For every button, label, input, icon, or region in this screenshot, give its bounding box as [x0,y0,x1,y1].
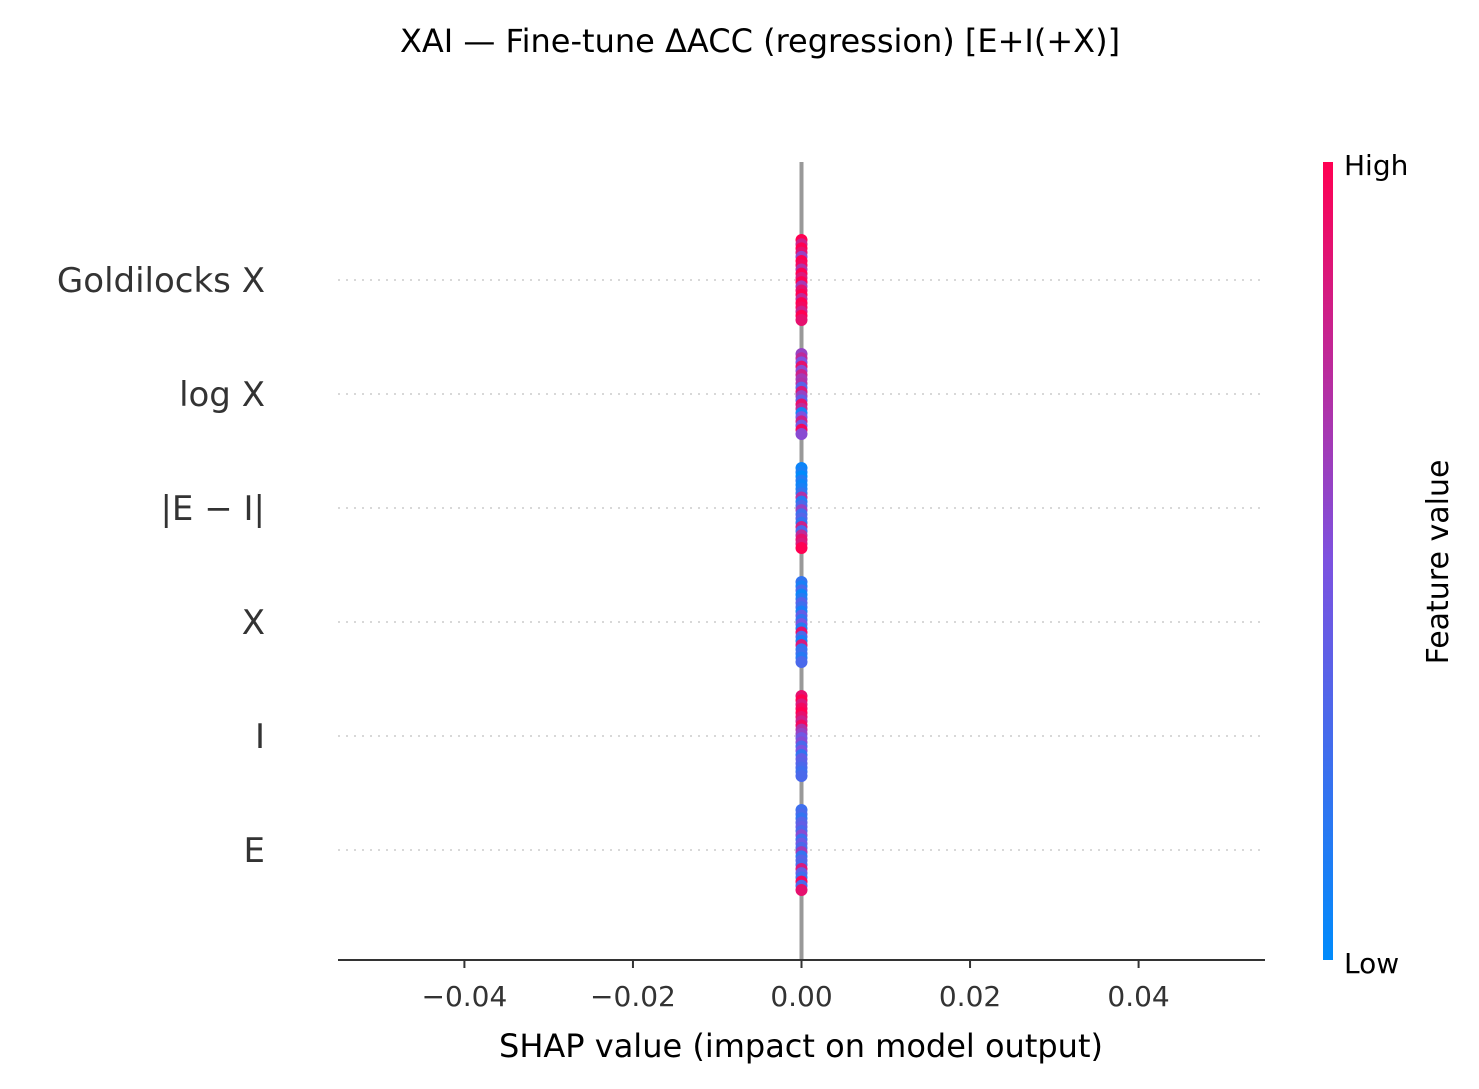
shap-point [795,542,808,554]
shap-points [795,234,808,896]
shap-point [795,770,808,782]
feature-label: log X [179,375,265,415]
shap-point [795,314,808,326]
shap-point [795,884,808,896]
chart-title: XAI — Fine-tune ΔACC (regression) [E+I(+… [400,22,1120,60]
x-tick-label: −0.04 [422,980,508,1013]
feature-label: X [242,603,265,643]
colorbar [1323,162,1333,960]
x-tick-label: −0.02 [590,980,676,1013]
colorbar-low-label: Low [1344,947,1399,980]
shap-point [795,428,808,440]
shap-point [795,656,808,668]
colorbar-title: Feature value [1421,460,1456,665]
feature-label: I [255,717,265,757]
colorbar-high-label: High [1344,149,1408,182]
x-tick-label: 0.00 [770,980,832,1013]
x-tick-label: 0.02 [939,980,1001,1013]
x-axis-ticks: −0.04 −0.02 0.00 0.02 0.04 [422,960,1170,1013]
x-tick-label: 0.04 [1107,980,1169,1013]
x-axis-title: SHAP value (impact on model output) [499,1027,1103,1065]
feature-label: Goldilocks X [57,261,265,301]
feature-labels: Goldilocks X log X |E − I| X I E [57,261,265,871]
feature-label: E [244,831,265,871]
feature-label: |E − I| [160,489,265,529]
